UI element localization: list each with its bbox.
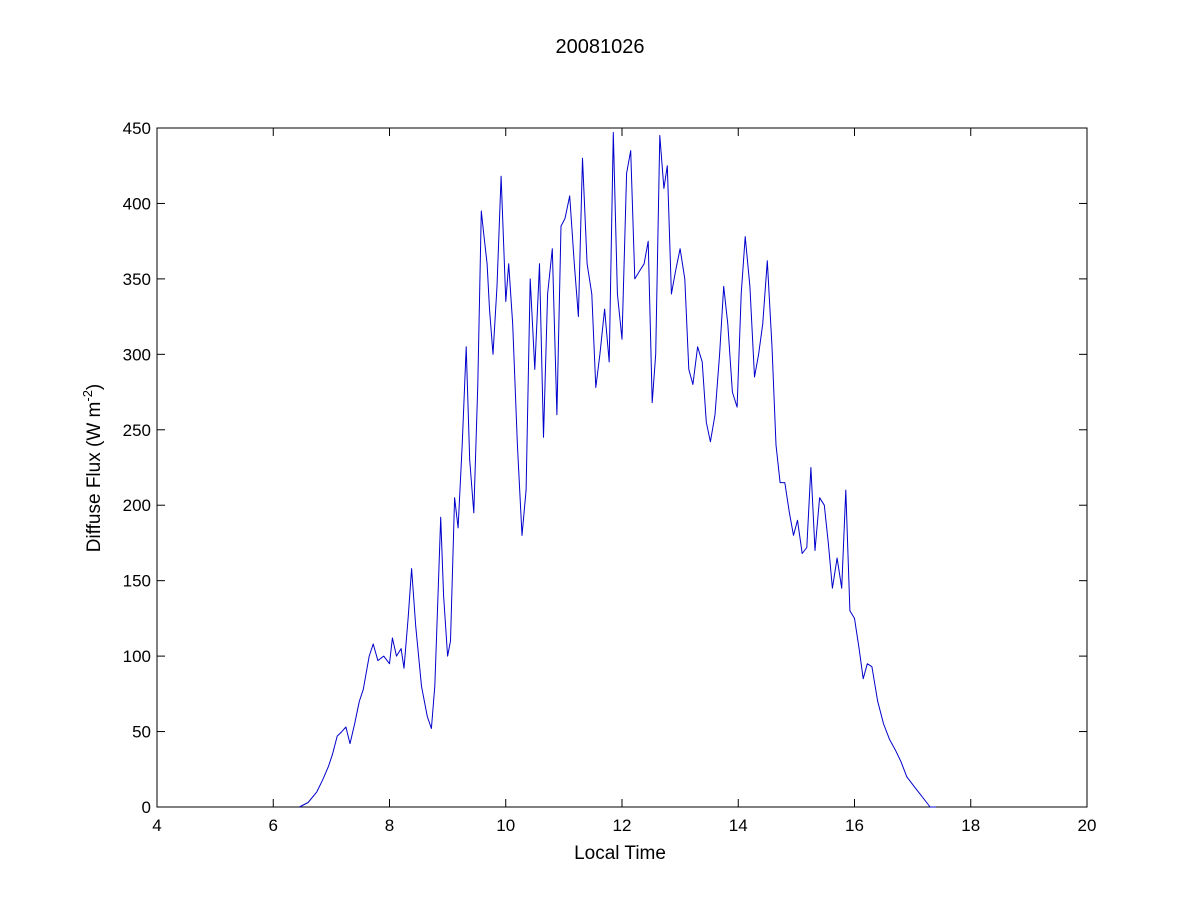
y-tick-label: 0 [142, 798, 151, 817]
y-axis-label-main: Diffuse Flux (W m [84, 402, 105, 553]
x-tick-label: 6 [269, 816, 278, 835]
x-tick-label: 14 [729, 816, 748, 835]
y-tick-label: 300 [123, 345, 151, 364]
y-tick-label: 250 [123, 421, 151, 440]
y-axis-ticks: 0 50 100 150 200 250 300 350 400 450 [123, 119, 1087, 817]
y-tick-label: 350 [123, 270, 151, 289]
x-tick-label: 4 [152, 816, 161, 835]
x-axis-ticks: 4 6 8 10 12 14 16 18 20 [152, 128, 1096, 835]
y-tick-label: 50 [132, 723, 151, 742]
x-tick-label: 16 [845, 816, 864, 835]
y-tick-label: 450 [123, 119, 151, 138]
y-tick-label: 200 [123, 496, 151, 515]
y-tick-label: 100 [123, 647, 151, 666]
y-tick-label: 400 [123, 194, 151, 213]
x-tick-label: 12 [613, 816, 632, 835]
y-axis-label-close: ) [84, 384, 105, 390]
diffuse-flux-line [299, 132, 936, 808]
plot-area [156, 127, 1088, 808]
y-axis-label: Diffuse Flux (W m-2) [80, 384, 105, 553]
x-tick-label: 8 [385, 816, 394, 835]
x-tick-label: 20 [1078, 816, 1097, 835]
chart-title: 20081026 [556, 36, 645, 58]
y-axis-label-exponent: -2 [80, 390, 95, 402]
y-tick-label: 150 [123, 572, 151, 591]
x-tick-label: 10 [496, 816, 515, 835]
x-axis-label: Local Time [574, 843, 666, 864]
x-tick-label: 18 [961, 816, 980, 835]
